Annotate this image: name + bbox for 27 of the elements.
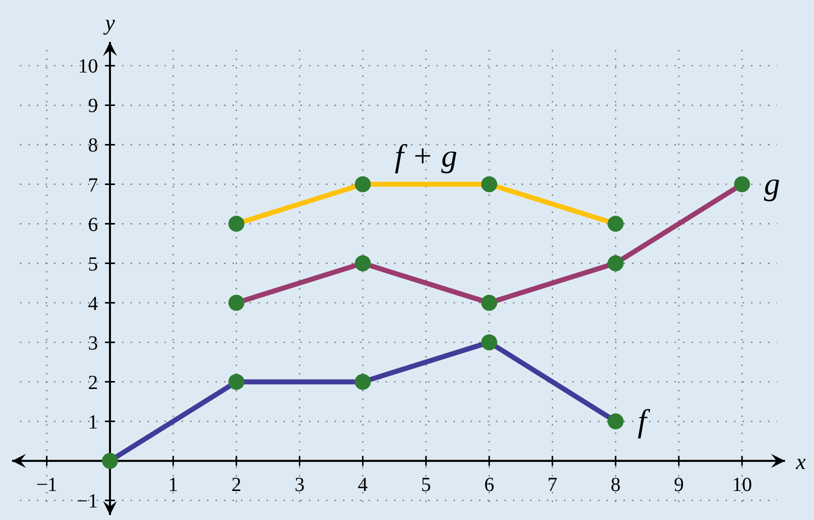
x-tick-label: 6 — [484, 474, 494, 496]
series-label: f + g — [394, 137, 458, 174]
x-tick-label: 3 — [294, 474, 305, 496]
y-tick-label: 3 — [88, 332, 98, 354]
y-tick-label: 5 — [88, 253, 98, 276]
x-tick-label: 8 — [610, 474, 621, 496]
x-tick-label: 7 — [547, 474, 558, 496]
x-axis-title: x — [795, 448, 806, 474]
y-tick-label: 9 — [88, 95, 98, 118]
x-tick-label: 4 — [358, 474, 368, 496]
x-tick-label: 5 — [420, 474, 431, 496]
x-tick-label: 1 — [168, 474, 178, 496]
x-tick-label: 2 — [231, 474, 242, 496]
y-axis-title: y — [103, 10, 116, 35]
y-tick-label: 4 — [88, 292, 98, 315]
y-tick-label: 8 — [88, 134, 98, 157]
y-tick-label: 7 — [88, 174, 98, 196]
x-tick-label: 9 — [674, 474, 684, 496]
series-label: g — [764, 165, 780, 202]
y-tick-label: 2 — [88, 372, 98, 394]
x-tick-label: −1 — [36, 474, 58, 496]
y-tick-label: 10 — [78, 56, 98, 78]
series-label: f — [638, 402, 651, 438]
y-tick-label: 6 — [88, 214, 98, 236]
y-tick-label: −1 — [76, 490, 98, 512]
y-tick-label: 1 — [88, 411, 98, 434]
x-tick-label: 10 — [732, 474, 752, 496]
